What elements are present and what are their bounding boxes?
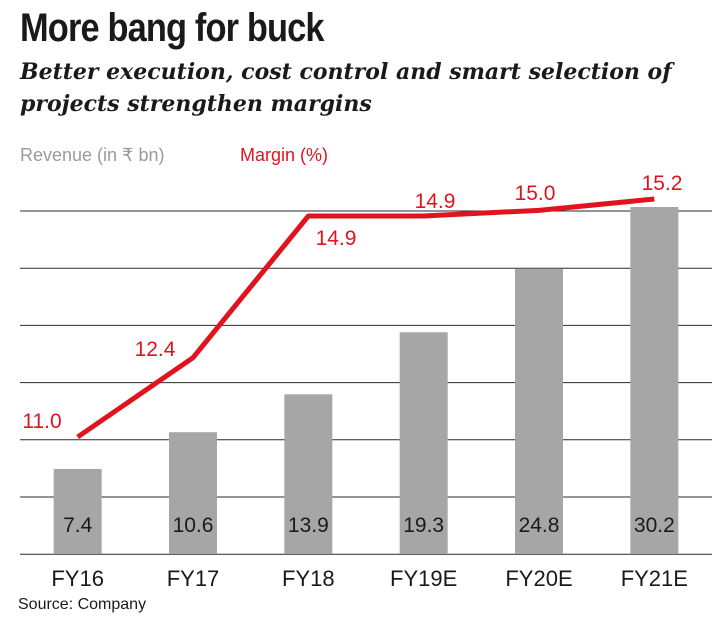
chart-subtitle: Better execution, cost control and smart… — [20, 59, 672, 117]
revenue-value-label: 10.6 — [173, 514, 214, 537]
x-axis-tick-labels: FY16 FY17 FY18 FY19E FY20E FY21E — [51, 566, 688, 591]
revenue-bar-fy18 — [284, 394, 333, 554]
revenue-bar-fy21e — [630, 207, 679, 554]
margin-series-line — [76, 196, 655, 440]
x-tick-label: FY17 — [167, 566, 220, 591]
margin-value-label: 15.0 — [515, 182, 556, 205]
revenue-value-labels: 7.4 10.6 13.9 19.3 24.8 30.2 — [63, 514, 675, 537]
revenue-bars — [53, 207, 679, 554]
x-tick-label: FY21E — [621, 566, 688, 591]
x-tick-label: FY16 — [51, 566, 104, 591]
legend-revenue: Revenue (in ₹ bn) — [20, 145, 165, 165]
source-note: Source: Company — [18, 596, 147, 613]
margin-line — [76, 196, 655, 440]
revenue-bar-fy16 — [53, 468, 102, 554]
margin-value-label: 11.0 — [22, 410, 61, 433]
legend-margin: Margin (%) — [240, 145, 329, 165]
grid-lines — [20, 210, 712, 555]
x-tick-label: FY18 — [282, 566, 335, 591]
margin-value-label: 14.9 — [316, 227, 357, 250]
revenue-value-label: 30.2 — [634, 514, 675, 537]
revenue-bar-fy20e — [515, 269, 563, 554]
x-tick-label: FY20E — [505, 566, 572, 591]
revenue-bar-fy17 — [169, 432, 217, 554]
revenue-value-label: 24.8 — [519, 514, 560, 537]
margin-value-label: 12.4 — [135, 338, 176, 361]
chart-title: More bang for buck — [20, 6, 325, 50]
revenue-value-label: 7.4 — [63, 514, 93, 537]
x-tick-label: FY19E — [390, 566, 457, 591]
revenue-bar-fy19e — [399, 332, 448, 554]
margin-value-label: 14.9 — [415, 190, 456, 213]
margin-value-labels: 11.0 12.4 14.9 14.9 15.0 15.2 — [22, 172, 682, 433]
margin-value-label: 15.2 — [642, 172, 683, 195]
revenue-value-label: 13.9 — [288, 514, 329, 537]
revenue-value-label: 19.3 — [403, 514, 444, 537]
